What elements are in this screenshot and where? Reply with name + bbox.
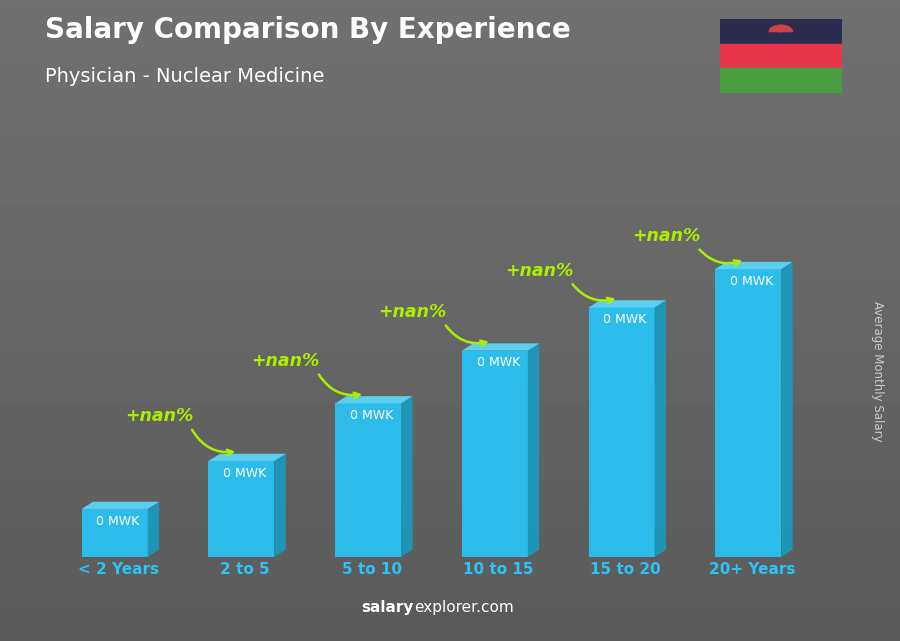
Text: Salary Comparison By Experience: Salary Comparison By Experience	[45, 16, 571, 44]
Bar	[720, 44, 842, 69]
Text: +nan%: +nan%	[125, 407, 194, 425]
Polygon shape	[82, 509, 148, 557]
Text: 0 MWK: 0 MWK	[477, 356, 520, 369]
Polygon shape	[716, 269, 781, 557]
Polygon shape	[462, 351, 527, 557]
Polygon shape	[274, 454, 286, 557]
Text: Physician - Nuclear Medicine: Physician - Nuclear Medicine	[45, 67, 324, 87]
Text: 20+ Years: 20+ Years	[708, 562, 795, 577]
Text: salary: salary	[362, 601, 414, 615]
Polygon shape	[781, 262, 793, 557]
Polygon shape	[462, 344, 539, 351]
Bar	[720, 19, 842, 44]
Polygon shape	[209, 461, 274, 557]
Bar	[720, 69, 842, 93]
Text: 0 MWK: 0 MWK	[603, 313, 646, 326]
Polygon shape	[770, 25, 792, 31]
Polygon shape	[148, 502, 159, 557]
Polygon shape	[335, 396, 412, 403]
Polygon shape	[82, 502, 159, 509]
Text: 0 MWK: 0 MWK	[223, 467, 266, 479]
Text: 0 MWK: 0 MWK	[730, 275, 773, 288]
Polygon shape	[589, 300, 666, 308]
Text: 15 to 20: 15 to 20	[590, 562, 661, 577]
Text: < 2 Years: < 2 Years	[77, 562, 158, 577]
Text: explorer.com: explorer.com	[414, 601, 514, 615]
Polygon shape	[209, 454, 286, 461]
Text: +nan%: +nan%	[378, 303, 446, 321]
Polygon shape	[589, 308, 654, 557]
Text: +nan%: +nan%	[505, 262, 573, 279]
Text: 0 MWK: 0 MWK	[96, 515, 140, 528]
Polygon shape	[654, 300, 666, 557]
Text: 2 to 5: 2 to 5	[220, 562, 270, 577]
Text: +nan%: +nan%	[252, 352, 320, 370]
Text: 0 MWK: 0 MWK	[350, 409, 393, 422]
Polygon shape	[335, 403, 401, 557]
Text: 10 to 15: 10 to 15	[463, 562, 534, 577]
Text: 5 to 10: 5 to 10	[342, 562, 401, 577]
Text: Average Monthly Salary: Average Monthly Salary	[871, 301, 884, 442]
Polygon shape	[401, 396, 412, 557]
Polygon shape	[716, 262, 793, 269]
Polygon shape	[527, 344, 539, 557]
Text: +nan%: +nan%	[632, 227, 700, 245]
